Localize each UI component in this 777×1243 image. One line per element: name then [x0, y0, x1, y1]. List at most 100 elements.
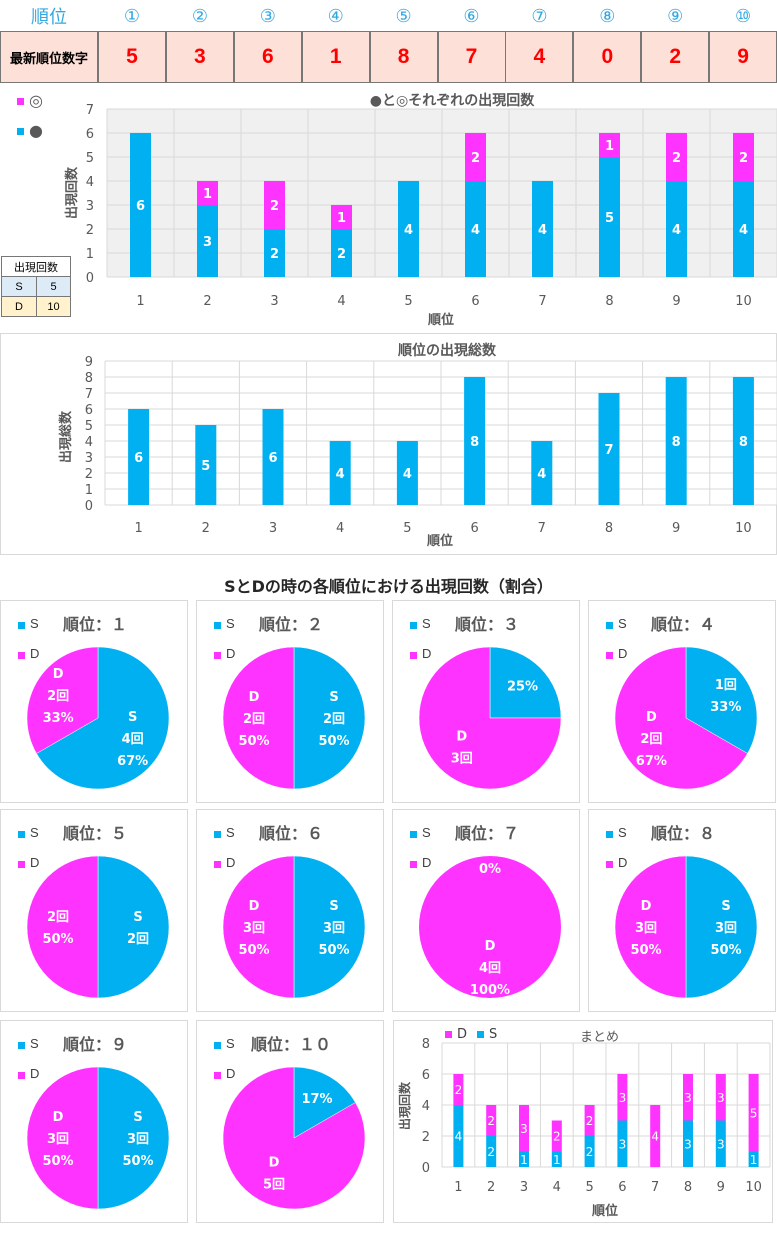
- pie-legend-s-label: S: [30, 1036, 39, 1051]
- y-tick-label: 0: [85, 499, 93, 514]
- pie-svg: 17% D 5回: [222, 1066, 366, 1210]
- rank-header-3: ③: [259, 5, 276, 27]
- rank-header-6: ⑥: [463, 5, 480, 27]
- y-tick-label: 8: [85, 371, 93, 386]
- pie-title: 順位：３: [454, 615, 519, 634]
- y-tick-label: 4: [85, 435, 93, 450]
- bar-total: [665, 377, 687, 505]
- data-label: 1: [553, 1153, 561, 1167]
- x-tick-label: 2: [203, 294, 211, 309]
- pie-legend-d-swatch: [214, 861, 221, 868]
- data-label: 2: [672, 151, 681, 166]
- bar-D: [486, 1105, 497, 1136]
- latest-digit-2: 3: [165, 31, 234, 83]
- pie-legend-s-swatch: [214, 622, 221, 629]
- data-label: 4: [538, 223, 547, 238]
- bar-D: [683, 1074, 693, 1121]
- latest-digit-3: 6: [233, 31, 302, 83]
- pie-slice-s: [293, 1066, 356, 1139]
- y-tick-label: 3: [86, 199, 94, 214]
- pie-legend-s-label: S: [226, 616, 235, 631]
- y-tick-label: 8: [422, 1037, 430, 1052]
- pie-label-s: 0回: [479, 840, 501, 855]
- y-tick-label: 6: [86, 127, 94, 142]
- bar-◎: [733, 133, 754, 181]
- x-tick-label: 6: [470, 521, 478, 536]
- pie-label-s: 50%: [318, 943, 349, 958]
- pie-label-s: 3回: [715, 921, 737, 936]
- pie-legend-s-swatch: [606, 622, 613, 629]
- pie-title: 順位：９: [62, 1035, 127, 1054]
- chart1-xlabel: 順位: [428, 312, 454, 328]
- data-label: 2: [487, 1145, 495, 1159]
- bar-●: [130, 133, 151, 277]
- data-label: 4: [471, 223, 480, 238]
- pie-legend-s-swatch: [18, 1042, 25, 1049]
- summary-legend-d-swatch: [445, 1031, 452, 1038]
- data-label: 1: [520, 1153, 528, 1167]
- pie-label-s: 33%: [710, 700, 741, 715]
- mini-table-s-value: 5: [36, 276, 71, 297]
- data-label: 4: [455, 1130, 463, 1144]
- pie-svg: S 2回 2回 50%: [26, 855, 170, 999]
- pie-label-d: 4回: [479, 961, 501, 976]
- pie-legend-s-label: S: [422, 825, 431, 840]
- mini-table-d-value: 10: [36, 296, 71, 317]
- pie-legend-d-swatch: [18, 1072, 25, 1079]
- data-label: 8: [739, 435, 748, 450]
- bar-◎: [264, 181, 285, 229]
- data-label: 1: [605, 139, 614, 154]
- pie-title: 順位：５: [62, 824, 127, 843]
- rank-header-10: ⑩: [735, 5, 752, 27]
- x-tick-label: 5: [404, 294, 412, 309]
- data-label: 4: [403, 467, 412, 482]
- data-label: 5: [605, 211, 614, 226]
- latest-label-cell: 最新順位数字: [0, 31, 98, 83]
- bar-total: [464, 377, 486, 505]
- pie-slice-s: [36, 646, 170, 790]
- pie-label-d: 2回: [47, 689, 69, 704]
- pie-label-s: S: [133, 1110, 142, 1125]
- pie-legend-s-label: S: [618, 825, 627, 840]
- x-tick-label: 8: [605, 521, 613, 536]
- pie-label-s: 25%: [507, 679, 538, 694]
- pie-title: 順位：７: [454, 824, 519, 843]
- bar-D: [453, 1074, 464, 1105]
- pie-card-4: 順位：４ S D 1回 33% D 2回 67%: [588, 600, 776, 803]
- pie-legend-s-label: S: [618, 616, 627, 631]
- pie-label-d: 3回: [451, 751, 473, 766]
- pie-label-d: 50%: [42, 1154, 73, 1169]
- data-label: 4: [672, 223, 681, 238]
- x-tick-label: 4: [336, 521, 344, 536]
- pie-svg: 0回 0% D 4回 100%: [419, 840, 561, 998]
- latest-digit-4: 1: [301, 31, 370, 83]
- bar-D: [715, 1074, 726, 1121]
- data-label: 5: [750, 1106, 758, 1120]
- y-tick-label: 2: [422, 1130, 430, 1145]
- pie-legend-d-swatch: [214, 1072, 221, 1079]
- pie-label-s: 2回: [323, 712, 345, 727]
- pie-label-s: 67%: [117, 754, 148, 769]
- y-tick-label: 4: [422, 1099, 430, 1114]
- y-tick-label: 6: [85, 403, 93, 418]
- rank-header-8: ⑧: [599, 5, 616, 27]
- bar-S: [519, 1151, 529, 1167]
- pie-slice-s: [685, 646, 758, 754]
- summary-title: まとめ: [580, 1030, 620, 1045]
- rank-header-4: ④: [327, 5, 344, 27]
- bar-●: [532, 181, 553, 277]
- bar-D: [748, 1074, 759, 1152]
- pie-legend-d-swatch: [410, 861, 417, 868]
- pie-legend-d-label: D: [30, 646, 40, 661]
- x-tick-label: 7: [538, 294, 546, 309]
- bar-S: [683, 1120, 693, 1167]
- x-tick-label: 8: [684, 1180, 692, 1195]
- pie-card-1: 順位：１ S D S 4回 67% D 2回 33%: [0, 600, 188, 803]
- pie-legend-s-label: S: [226, 1036, 235, 1051]
- pie-card-5: 順位：５ S D S 2回 2回 50%: [0, 809, 188, 1012]
- y-tick-label: 7: [85, 387, 93, 402]
- pie-card-8: 順位：８ S D S 3回 50% D 3回 50%: [588, 809, 776, 1012]
- pie-legend-d-label: D: [226, 855, 236, 870]
- data-label: 3: [717, 1137, 725, 1151]
- pie-label-s: 50%: [122, 1154, 153, 1169]
